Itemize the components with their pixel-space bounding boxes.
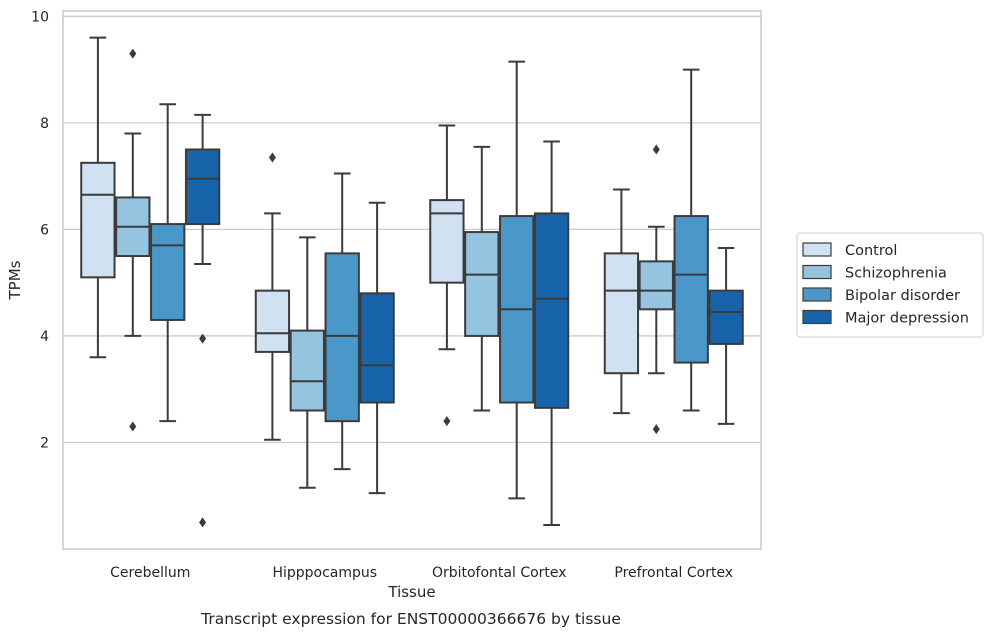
legend-label-schizophrenia: Schizophrenia — [845, 266, 947, 282]
box-iqr — [638, 260, 674, 311]
box-iqr — [359, 292, 395, 404]
box-bipolar-disorder-prefrontal-cortex — [673, 68, 709, 412]
x-tick-cerebellum: Cerebellum — [110, 565, 190, 581]
outlier-point — [652, 424, 660, 435]
box-bipolar-disorder-cerebellum — [150, 103, 186, 423]
chart-caption: Transcript expression for ENST0000036667… — [200, 610, 621, 628]
plot-frame — [62, 10, 762, 550]
box-major-depression-hipppocampus — [359, 201, 395, 495]
outlier-point — [268, 152, 276, 163]
box-control-orbitofontal-cortex — [429, 124, 465, 427]
box-iqr — [184, 148, 221, 226]
y-tick-labels: 2 4 6 8 10 — [31, 9, 49, 451]
outlier-point — [443, 416, 451, 427]
box-major-depression-cerebellum — [184, 113, 221, 528]
box-iqr — [673, 215, 709, 364]
box-iqr — [254, 289, 291, 353]
legend-swatch-schizophrenia — [802, 264, 832, 280]
box-iqr — [289, 329, 325, 412]
box-iqr — [80, 161, 116, 279]
legend-label-major-depression: Major depression — [845, 311, 969, 327]
box-iqr — [708, 289, 744, 345]
y-tick-2: 2 — [40, 435, 49, 451]
y-tick-10: 10 — [31, 9, 49, 25]
box-schizophrenia-orbitofontal-cortex — [464, 145, 500, 412]
box-control-hipppocampus — [254, 152, 291, 441]
legend: Control Schizophrenia Bipolar disorder Majo… — [796, 232, 984, 338]
box-iqr — [150, 223, 186, 321]
outlier-point — [129, 421, 137, 432]
x-axis-label: Tissue — [387, 583, 435, 601]
box-schizophrenia-hipppocampus — [289, 236, 325, 489]
box-major-depression-prefrontal-cortex — [708, 247, 744, 425]
box-iqr — [324, 252, 360, 423]
x-tick-hipppocampus: Hipppocampus — [272, 565, 377, 581]
y-tick-4: 4 — [40, 329, 49, 345]
box-schizophrenia-cerebellum — [115, 48, 151, 432]
legend-label-bipolar-disorder: Bipolar disorder — [845, 288, 960, 304]
box-major-depression-orbitofontal-cortex — [533, 140, 570, 527]
y-axis-label: TPMs — [6, 260, 24, 300]
outlier-point — [199, 517, 207, 528]
y-tick-8: 8 — [40, 116, 49, 132]
legend-label-control: Control — [845, 243, 897, 259]
outlier-point — [199, 333, 207, 344]
box-control-prefrontal-cortex — [603, 188, 640, 415]
box-control-cerebellum — [80, 36, 116, 359]
box-bipolar-disorder-hipppocampus — [324, 172, 360, 471]
x-tick-labels: Cerebellum Hipppocampus Orbitofontal Corte… — [110, 565, 733, 581]
x-tick-prefrontal-cortex: Prefrontal Cortex — [614, 565, 733, 581]
outlier-point — [129, 48, 137, 59]
outlier-point — [652, 144, 660, 155]
box-schizophrenia-prefrontal-cortex — [638, 144, 674, 435]
legend-swatch-bipolar-disorder — [802, 287, 832, 302]
box-iqr — [464, 231, 500, 337]
box-iqr — [603, 252, 640, 375]
y-tick-6: 6 — [40, 222, 49, 238]
box-iqr — [533, 212, 570, 409]
x-tick-orbitofontal-cortex: Orbitofontal Cortex — [432, 565, 567, 581]
legend-swatch-control — [802, 242, 832, 257]
legend-frame — [796, 232, 984, 338]
legend-swatch-major-depression — [802, 309, 832, 325]
box-series — [80, 36, 744, 528]
box-bipolar-disorder-orbitofontal-cortex — [499, 60, 535, 500]
